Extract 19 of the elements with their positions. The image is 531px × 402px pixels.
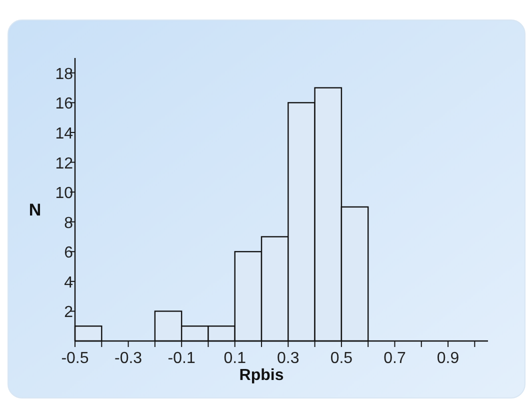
y-tick-label: 2 [64, 304, 74, 322]
y-axis-title: N [28, 200, 42, 220]
x-tick-label: 0.5 [330, 350, 353, 367]
x-tick-label: -0.5 [61, 350, 89, 367]
y-tick-label: 14 [55, 125, 74, 142]
y-tick-label: 4 [64, 274, 74, 292]
y-tick-label: 6 [64, 244, 74, 262]
y-tick-label: 10 [55, 185, 74, 202]
y-tick-label: 16 [55, 96, 74, 113]
y-tick-label: 12 [55, 155, 74, 172]
x-tick-label: 0.7 [384, 350, 406, 367]
y-tick-label: 18 [55, 66, 74, 83]
x-tick-label: 0.1 [224, 350, 246, 367]
x-tick-label: 0.3 [277, 350, 300, 367]
x-axis-title: Rpbis [239, 367, 284, 384]
x-tick-label: -0.1 [168, 350, 196, 367]
x-tick-label: 0.9 [436, 350, 460, 367]
y-tick-label: 8 [64, 214, 74, 232]
x-tick-label: -0.3 [114, 350, 142, 367]
